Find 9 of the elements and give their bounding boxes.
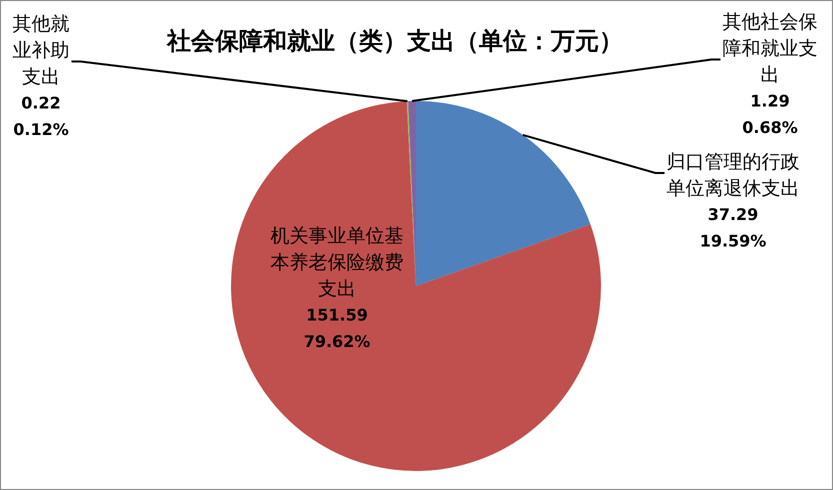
- text: 社会保障和就业（类）支出（单位：万元）: [166, 27, 623, 56]
- slice-label: 归口管理的行政单位离退休支出: [666, 150, 800, 200]
- slice-label: 其他社会保障和就业支出: [722, 10, 818, 86]
- data-label: 151.59 79.62%: [304, 306, 370, 352]
- slice-label: 机关事业单位基本养老保险缴费支出: [270, 224, 404, 300]
- data-label: 1.29 0.68%: [742, 92, 798, 138]
- data-label: 0.22 0.12%: [13, 94, 69, 140]
- data-label: 37.29 19.59%: [700, 205, 766, 251]
- slice-label: 其他就业补助支出: [12, 12, 70, 88]
